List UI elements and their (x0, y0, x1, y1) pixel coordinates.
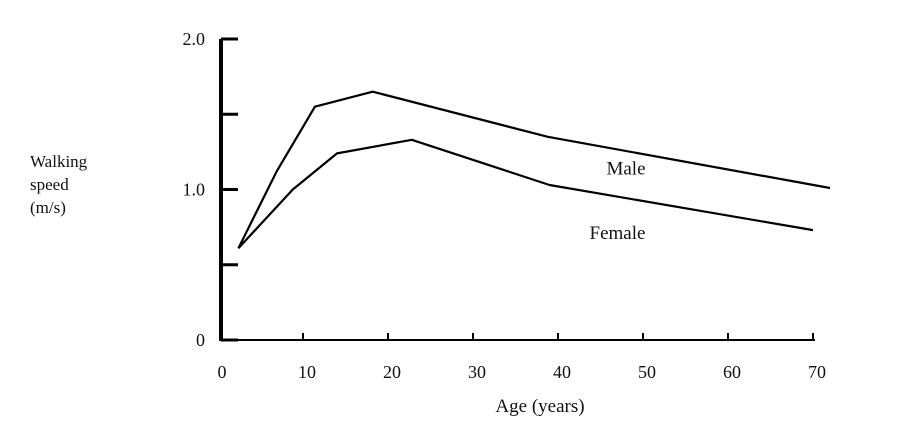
x-tick-label: 10 (298, 362, 316, 382)
x-tick-label: 40 (553, 362, 571, 382)
y-tick-label: 2.0 (183, 29, 206, 49)
x-axis-label: Age (years) (495, 396, 584, 417)
x-tick-label: 60 (723, 362, 741, 382)
x-tick-label: 30 (468, 362, 486, 382)
series-label-male: Male (606, 158, 645, 179)
y-axis-label-line: (m/s) (30, 198, 66, 217)
labels-group: Age (years) (495, 396, 584, 417)
x-tick-label: 0 (218, 362, 227, 382)
x-tick-label: 20 (383, 362, 401, 382)
series-label-female: Female (590, 223, 646, 244)
axes: 0 1.0 2.0 0 10 20 30 40 50 60 70 (183, 29, 827, 382)
y-axis-label: Walking speed (m/s) (30, 150, 87, 219)
series-group: Male Female (237, 90, 831, 249)
series-line-female (237, 138, 814, 249)
x-tick-label: 70 (808, 362, 826, 382)
y-axis-label-line: speed (30, 175, 69, 194)
y-axis-label-line: Walking (30, 152, 88, 171)
series-line-male (237, 90, 831, 249)
y-tick-label: 1.0 (183, 180, 206, 200)
y-tick-label: 0 (196, 330, 205, 350)
x-tick-label: 50 (638, 362, 656, 382)
